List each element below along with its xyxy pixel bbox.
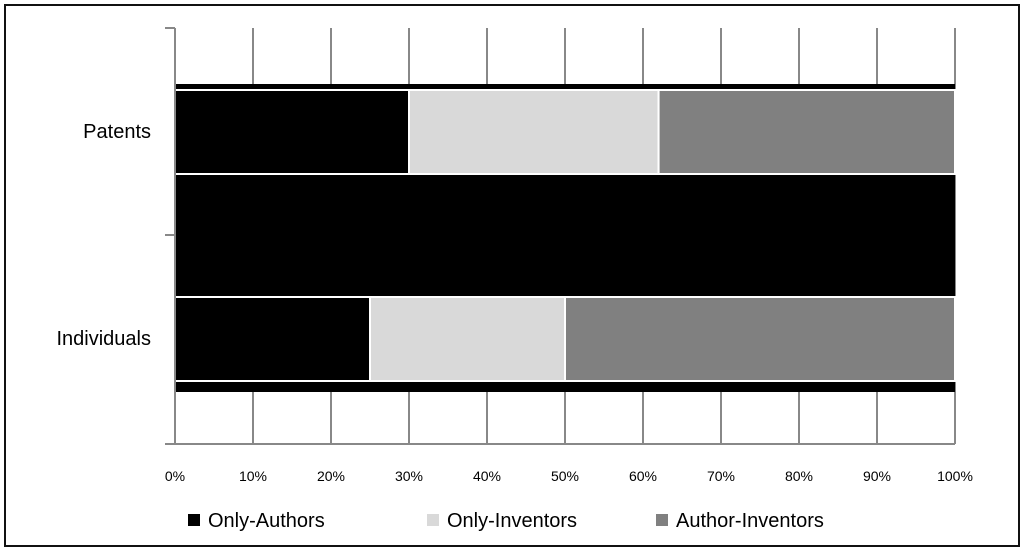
x-tick-label: 40%	[473, 468, 501, 484]
legend-swatch-only-inventors	[427, 514, 439, 526]
legend-swatch-author-inventors	[656, 514, 668, 526]
x-tick-label: 20%	[317, 468, 345, 484]
x-tick-label: 70%	[707, 468, 735, 484]
x-tick-label: 60%	[629, 468, 657, 484]
legend-swatch-only-authors	[188, 514, 200, 526]
chart-band-top	[175, 84, 955, 90]
x-tick-label: 30%	[395, 468, 423, 484]
category-label-individuals: Individuals	[56, 328, 151, 350]
legend-label-only-authors: Only-Authors	[208, 510, 325, 532]
bar-segment-author-inventors-individuals	[564, 296, 956, 382]
bar-segment-only-inventors-individuals	[369, 296, 566, 382]
legend-label-author-inventors: Author-Inventors	[676, 510, 824, 532]
x-tick-label: 0%	[165, 468, 185, 484]
x-tick-label: 90%	[863, 468, 891, 484]
x-tick-label: 80%	[785, 468, 813, 484]
chart-band-bottom	[175, 382, 955, 392]
bar-segment-only-authors-patents	[174, 89, 410, 175]
x-tick-label: 50%	[551, 468, 579, 484]
bar-segment-only-authors-individuals	[174, 296, 371, 382]
chart-band-middle	[175, 174, 955, 296]
stacked-bar-chart: 0% 10% 20% 30% 40% 50% 60% 70% 80% 90% 100% Patent…	[56, 27, 973, 532]
x-tick-label: 10%	[239, 468, 267, 484]
category-label-patents: Patents	[83, 121, 151, 143]
bar-segment-author-inventors-patents	[657, 89, 956, 175]
chart-frame: 0% 10% 20% 30% 40% 50% 60% 70% 80% 90% 100% Patent…	[4, 4, 1020, 547]
bar-segment-only-inventors-patents	[408, 89, 660, 175]
legend-label-only-inventors: Only-Inventors	[447, 510, 577, 532]
x-tick-label: 100%	[937, 468, 973, 484]
